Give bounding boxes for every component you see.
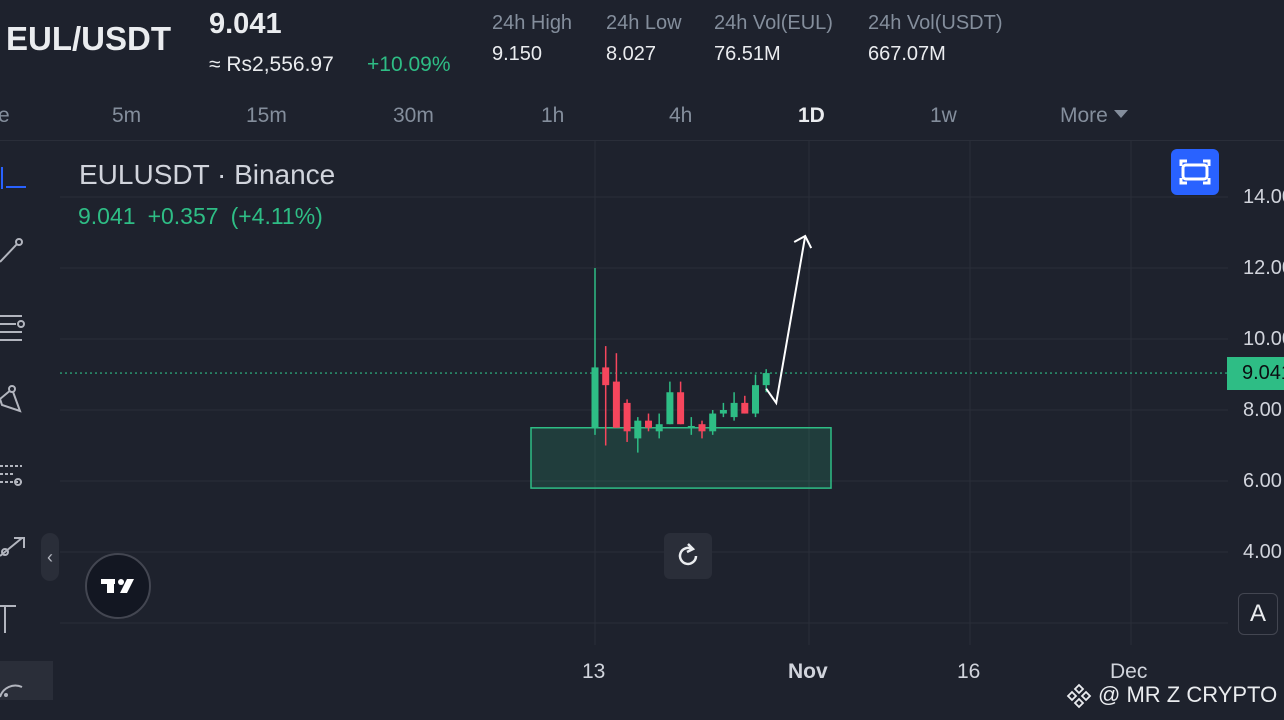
stat-24h-low: 24h Low 8.027 [606, 12, 682, 66]
stat-value: 8.027 [606, 43, 657, 65]
arrow-tool-icon[interactable] [0, 532, 30, 562]
candle-body [752, 385, 759, 414]
more-label: More [1060, 104, 1108, 127]
reset-chart-button[interactable] [664, 533, 712, 579]
prediction-tool-icon[interactable] [0, 460, 30, 490]
fullscreen-button[interactable] [1171, 149, 1219, 195]
candle-body [730, 402, 738, 418]
y-tick-label: 6.00 [1243, 470, 1282, 492]
ohlc-change-pct: (+4.11%) [230, 203, 323, 229]
gauge-icon [0, 684, 23, 698]
tradingview-icon [101, 579, 134, 593]
caret-down-icon [1113, 110, 1128, 119]
refresh-icon [678, 543, 698, 566]
change-percent: +10.09% [367, 53, 451, 76]
candle-body [762, 373, 770, 386]
ohlc-readout: 9.041 +0.357 (+4.11%) [78, 203, 335, 230]
market-header: EUL/USDT 9.041 ≈ Rs2,556.97 +10.09% 24h … [0, 0, 1284, 90]
pattern-tool-icon[interactable] [0, 385, 30, 415]
candle-body [655, 424, 663, 432]
tab-15m[interactable]: 15m [246, 104, 287, 127]
x-tick-label: Dec [1110, 660, 1148, 683]
x-tick-label: 16 [957, 660, 981, 683]
tab-30m[interactable]: 30m [393, 104, 434, 127]
tab-4h[interactable]: 4h [669, 104, 693, 127]
candle-body [687, 425, 695, 428]
stat-24h-vol-usdt: 24h Vol(USDT) 667.07M [868, 12, 1003, 66]
candle-body [666, 392, 674, 425]
support-zone [530, 427, 832, 489]
auto-scale-button[interactable]: A [1238, 593, 1278, 635]
stat-label: 24h Vol(EUL) [714, 12, 833, 34]
y-tick-label: 10.00 [1243, 328, 1284, 350]
binance-logo-icon [1066, 683, 1092, 709]
candle-body [623, 402, 631, 432]
candle-body [612, 381, 620, 428]
y-tick-label: 14.00 [1243, 186, 1284, 208]
ohlc-change: +0.357 [147, 203, 219, 229]
tab-5m[interactable]: 5m [112, 104, 142, 127]
projection-arrow-line [765, 235, 807, 406]
stat-24h-high: 24h High 9.150 [492, 12, 572, 66]
y-tick-label: 8.00 [1243, 399, 1282, 421]
stat-value: 76.51M [714, 43, 781, 65]
stat-label: 24h High [492, 12, 573, 34]
candle-body [677, 392, 685, 425]
tab-timeframe-partial[interactable]: e [0, 104, 10, 127]
text-tool-icon[interactable] [0, 603, 30, 633]
last-price: 9.041 [209, 8, 282, 40]
projection-arrow-head [793, 234, 813, 249]
stat-label: 24h Vol(USDT) [868, 12, 1003, 34]
x-tick-label: 13 [582, 660, 606, 683]
fib-tool-icon[interactable] [0, 312, 30, 342]
candle-body [709, 413, 717, 432]
watermark: @ MR Z CRYPTO [1066, 682, 1277, 709]
stat-value: 9.150 [492, 43, 543, 65]
collapse-toolbar-button[interactable]: ‹ [41, 533, 59, 581]
candle-body [602, 367, 610, 386]
tradingview-logo[interactable] [85, 553, 151, 619]
stat-24h-vol-eul: 24h Vol(EUL) 76.51M [714, 12, 833, 66]
tab-1d[interactable]: 1D [798, 104, 825, 127]
tab-1h[interactable]: 1h [541, 104, 565, 127]
candle-body [645, 420, 652, 428]
candle-body [591, 367, 599, 428]
trend-line-tool-icon[interactable] [0, 236, 30, 266]
fiat-price: ≈ Rs2,556.97 [209, 53, 334, 76]
more-timeframes-button[interactable]: More [1060, 104, 1128, 128]
last-price-tag: 9.041 [1227, 357, 1284, 390]
watermark-text: @ MR Z CRYPTO [1098, 682, 1278, 707]
tab-1w[interactable]: 1w [930, 104, 957, 127]
stat-label: 24h Low [606, 12, 682, 34]
candle-body [719, 410, 727, 414]
y-tick-label: 4.00 [1243, 541, 1282, 563]
candle-body [741, 402, 749, 414]
ohlc-last: 9.041 [78, 203, 136, 229]
fullscreen-icon [1179, 159, 1211, 185]
stat-value: 667.07M [868, 43, 946, 65]
candle-body [634, 420, 642, 439]
settings-tool-button[interactable] [0, 661, 53, 700]
x-tick-label: Nov [788, 660, 828, 683]
pair-name[interactable]: EUL/USDT [6, 20, 171, 57]
chart-symbol: EULUSDT · Binance [79, 159, 336, 190]
candle-body [698, 424, 706, 432]
divider [0, 140, 1284, 141]
cursor-tool-icon[interactable] [0, 165, 30, 195]
y-tick-label: 12.00 [1243, 257, 1284, 279]
